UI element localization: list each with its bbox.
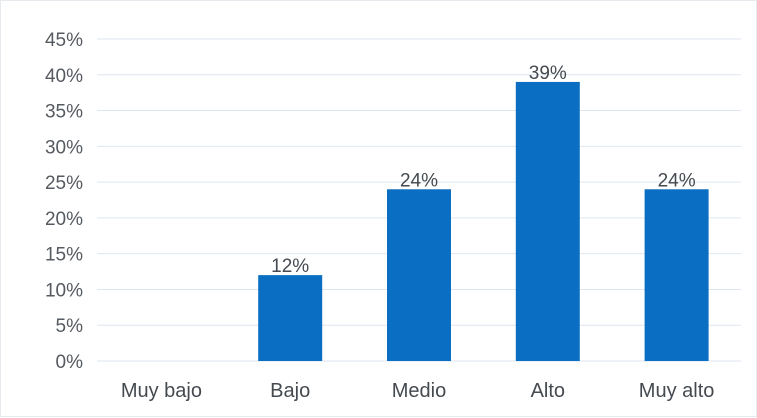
bar — [515, 81, 580, 361]
y-tick-label: 5% — [56, 316, 84, 337]
data-label: 24% — [400, 170, 438, 191]
y-tick-label: 45% — [45, 30, 83, 51]
x-category-label: Medio — [392, 380, 446, 402]
y-tick-label: 0% — [56, 352, 84, 373]
x-category-label: Alto — [531, 380, 565, 402]
bar — [258, 275, 323, 361]
x-category-label: Muy bajo — [121, 380, 202, 402]
bar — [644, 189, 709, 361]
data-label: 12% — [271, 256, 309, 277]
y-tick-label: 40% — [45, 66, 83, 87]
data-label: 24% — [658, 170, 696, 191]
x-category-label: Bajo — [270, 380, 310, 402]
y-tick-label: 20% — [45, 209, 83, 230]
data-label: 39% — [529, 63, 567, 84]
y-tick-label: 35% — [45, 102, 83, 123]
y-tick-label: 10% — [45, 280, 83, 301]
y-tick-label: 15% — [45, 245, 83, 266]
y-tick-label: 25% — [45, 173, 83, 194]
y-tick-label: 30% — [45, 137, 83, 158]
bar — [387, 189, 451, 361]
x-category-label: Muy alto — [639, 380, 715, 402]
